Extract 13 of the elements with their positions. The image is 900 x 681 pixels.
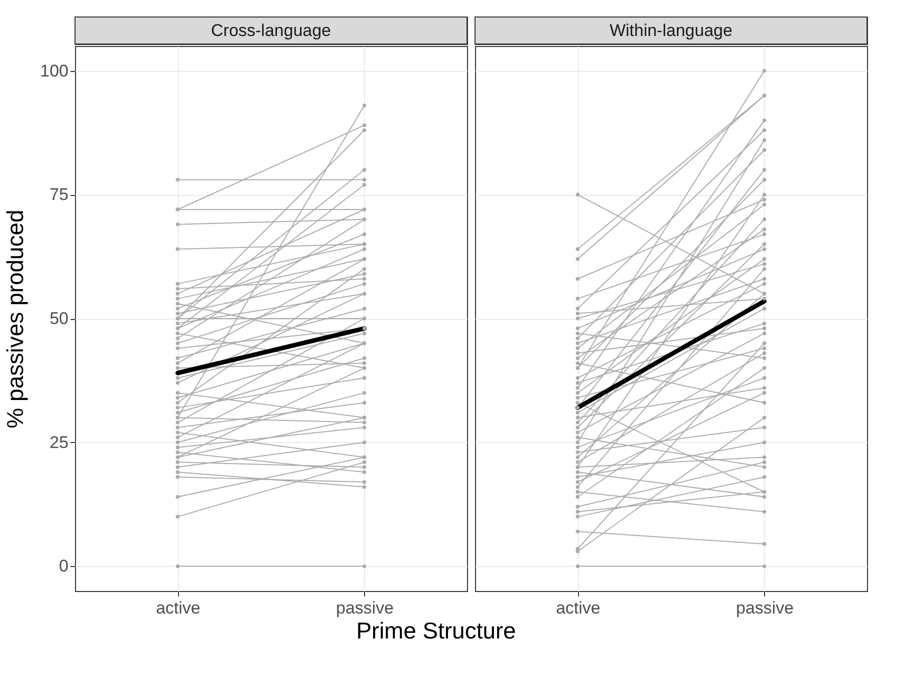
x-tick-label: passive [736, 598, 794, 618]
y-axis-title: % passives produced [2, 210, 28, 428]
y-tick-label: 50 [50, 309, 68, 328]
y-tick-label: 100 [40, 61, 68, 80]
y-tick-label: 75 [50, 185, 68, 204]
x-tick-label: active [156, 598, 200, 618]
y-tick-label: 25 [50, 432, 68, 452]
x-tick-label: passive [336, 598, 394, 618]
chart-title: Cross-language [210, 21, 332, 40]
y-tick-label: 0 [59, 556, 68, 576]
chart-title: Within-language [610, 21, 732, 40]
x-tick-label: active [556, 598, 600, 618]
x-axis-title: Prime Structure [356, 618, 516, 644]
